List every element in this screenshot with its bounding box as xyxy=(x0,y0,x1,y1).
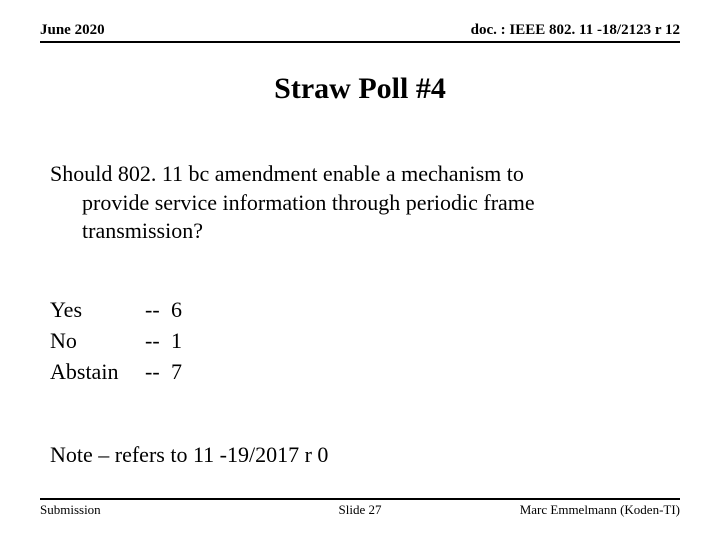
slide: June 2020 doc. : IEEE 802. 11 -18/2123 r… xyxy=(0,0,720,540)
result-count: 1 xyxy=(171,326,182,357)
result-label: Yes xyxy=(50,295,145,326)
result-count: 6 xyxy=(171,295,182,326)
result-separator: -- xyxy=(145,357,171,388)
question-line-3: transmission? xyxy=(50,217,660,246)
header-docref: doc. : IEEE 802. 11 -18/2123 r 12 xyxy=(471,22,680,39)
footer-center: Slide 27 xyxy=(339,502,382,518)
footer-left: Submission xyxy=(40,502,101,518)
slide-note: Note – refers to 11 -19/2017 r 0 xyxy=(50,442,328,468)
question-line-1: Should 802. 11 bc amendment enable a mec… xyxy=(50,160,660,189)
slide-title: Straw Poll #4 xyxy=(0,72,720,106)
question-line-2: provide service information through peri… xyxy=(50,189,660,218)
result-row-yes: Yes -- 6 xyxy=(50,295,182,326)
poll-question: Should 802. 11 bc amendment enable a mec… xyxy=(50,160,660,246)
slide-footer: Submission Slide 27 Marc Emmelmann (Kode… xyxy=(40,498,680,518)
result-label: No xyxy=(50,326,145,357)
result-row-no: No -- 1 xyxy=(50,326,182,357)
footer-right: Marc Emmelmann (Koden-TI) xyxy=(520,502,680,518)
result-row-abstain: Abstain -- 7 xyxy=(50,357,182,388)
slide-header: June 2020 doc. : IEEE 802. 11 -18/2123 r… xyxy=(40,22,680,43)
header-date: June 2020 xyxy=(40,22,105,39)
result-count: 7 xyxy=(171,357,182,388)
result-separator: -- xyxy=(145,295,171,326)
poll-results: Yes -- 6 No -- 1 Abstain -- 7 xyxy=(50,295,182,387)
result-label: Abstain xyxy=(50,357,145,388)
result-separator: -- xyxy=(145,326,171,357)
